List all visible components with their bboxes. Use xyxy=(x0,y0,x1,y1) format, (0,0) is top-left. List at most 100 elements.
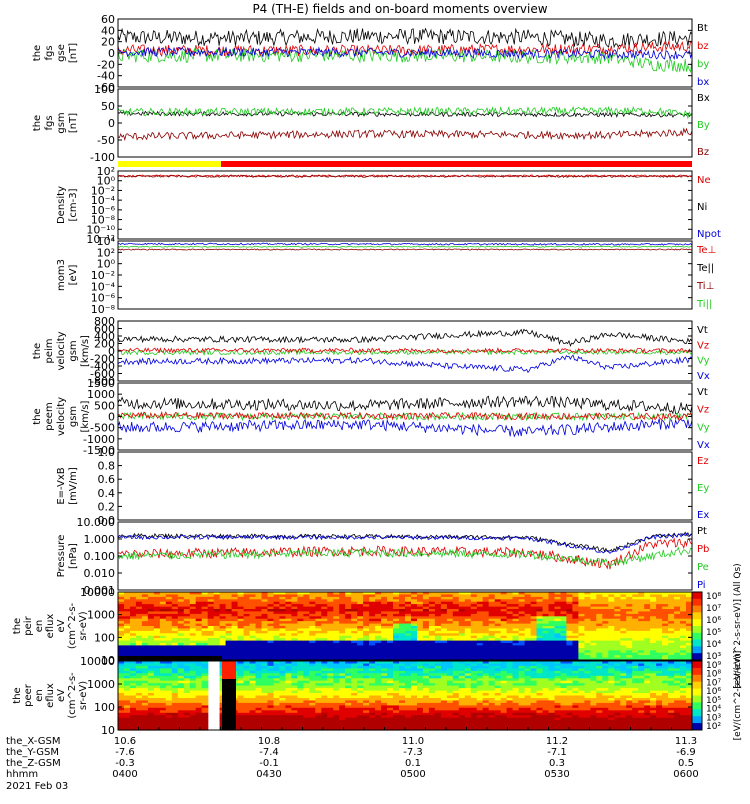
legend-entry: Ti⊥ xyxy=(696,281,714,292)
y-axis-label: velocity xyxy=(56,397,67,436)
y-tick-label: 0.4 xyxy=(98,487,116,500)
colorbar-segment xyxy=(692,592,702,599)
panel-frame xyxy=(118,19,692,87)
y-axis-label: the xyxy=(32,115,43,131)
y-axis-label: [nT] xyxy=(68,113,79,133)
panel-frame xyxy=(118,452,692,520)
y-axis-label: fgs xyxy=(44,45,55,60)
colorbar-tick-label: 10⁶ xyxy=(706,616,721,626)
legend-entry: Pi xyxy=(697,580,706,591)
series-Pb xyxy=(118,539,692,570)
series-Vz xyxy=(118,348,692,353)
colorbar-segment xyxy=(692,646,702,653)
y-axis-label: [km/s] xyxy=(80,335,91,367)
panel-frame xyxy=(118,171,692,239)
legend-entry: Pe xyxy=(697,562,709,573)
colorbar-segment xyxy=(692,653,702,660)
coverage-bar-slow-survey xyxy=(221,161,692,167)
y-tick-label: 0.6 xyxy=(98,473,116,486)
legend-entry: Vz xyxy=(697,340,709,351)
y-tick-label: 1.0 xyxy=(98,446,116,459)
colorbar-segment xyxy=(692,619,702,626)
legend-entry: Bz xyxy=(697,147,709,158)
legend-entry: Ni xyxy=(697,202,707,213)
y-axis-label: peir xyxy=(23,615,34,635)
series-Vt xyxy=(118,329,692,346)
legend-entry: Vt xyxy=(697,325,708,336)
y-axis-label: the xyxy=(32,45,43,61)
legend-entry: Te|| xyxy=(696,263,714,274)
legend-entry: Npot xyxy=(697,229,721,240)
y-axis-label: gsm xyxy=(68,406,79,427)
y-axis-label: the xyxy=(32,343,43,359)
y-axis-label: [km/s] xyxy=(80,400,91,432)
series-Bz xyxy=(118,129,692,140)
y-tick-label: 100 xyxy=(94,83,115,96)
y-axis-label: Density xyxy=(56,186,67,224)
series-Vx xyxy=(118,355,692,372)
legend-entry: Vx xyxy=(697,440,710,451)
y-axis-label: the xyxy=(32,408,43,424)
y-axis-label: en xyxy=(34,620,45,633)
legend-entry: by xyxy=(697,59,709,70)
panel-pressure: 10.0001.0000.1000.0100.001Pressure[nPa]P… xyxy=(56,516,709,597)
y-axis-label: [nPa] xyxy=(68,543,79,569)
legend-entry: Pt xyxy=(697,526,707,537)
y-axis-label: sr-eV) xyxy=(78,611,89,640)
y-axis-label: gse xyxy=(56,44,67,62)
y-axis-label: eflux xyxy=(45,614,56,639)
colorbar-segment xyxy=(692,626,702,633)
legend-entry: Ne xyxy=(697,175,711,186)
colorbar-tick-label: 10⁴ xyxy=(706,640,721,650)
colorbar-segment xyxy=(692,612,702,619)
series-Vt xyxy=(118,396,692,413)
spectrogram-low-band xyxy=(118,656,222,660)
colorbar-tick-label: 10⁵ xyxy=(706,628,721,638)
legend-entry: By xyxy=(697,120,710,131)
y-axis-label: (cm^2-s- xyxy=(67,602,78,649)
series-Vx xyxy=(118,419,692,437)
colorbar-segment xyxy=(692,599,702,606)
y-axis-label: fgs xyxy=(44,115,55,130)
y-axis-label: peim xyxy=(44,338,55,363)
panel-density: 10²10⁰10⁻²10⁻⁴10⁻⁶10⁻⁸10⁻¹⁰10⁻¹²Density[… xyxy=(56,165,721,246)
y-axis-label: eV xyxy=(56,619,67,632)
legend-entry: Ex xyxy=(697,510,709,521)
y-axis-label: [cm-3] xyxy=(68,188,79,221)
y-axis-label: [nT] xyxy=(68,43,79,63)
y-tick-label: 0.8 xyxy=(98,460,116,473)
y-tick-label: 10000 xyxy=(80,586,115,599)
legend-entry: Ez xyxy=(697,456,709,467)
colorbar-tick-label: 10⁷ xyxy=(706,604,721,614)
y-axis-label: Pressure xyxy=(56,535,67,578)
y-axis-label: E=-VxB xyxy=(56,467,67,504)
series-Tegreen xyxy=(118,246,692,247)
legend-entry: Pb xyxy=(697,544,709,555)
series-Te xyxy=(118,249,692,250)
colorbar-segment xyxy=(692,640,702,647)
coverage-bar-fast-survey xyxy=(118,161,221,167)
colorbar-segment xyxy=(692,606,702,613)
y-tick-label: 10.000 xyxy=(77,516,116,529)
legend-entry: Vy xyxy=(697,422,710,433)
legend-entry: Ti|| xyxy=(696,299,712,310)
y-axis-label: peem xyxy=(44,402,55,430)
y-tick-label: 100 xyxy=(94,631,115,644)
legend-entry: Te⊥ xyxy=(696,245,716,256)
legend-entry: bx xyxy=(697,77,709,88)
colorbar-tick-label: 10⁸ xyxy=(706,592,721,602)
y-axis-label: [eV] xyxy=(68,265,79,286)
legend-entry: Ey xyxy=(697,483,709,494)
colorbar-segment xyxy=(692,633,702,640)
y-tick-label: 50 xyxy=(101,100,115,113)
y-axis-label: [mV/m] xyxy=(68,467,79,505)
y-tick-label: -100 xyxy=(90,151,115,164)
y-tick-label: -50 xyxy=(97,134,115,147)
